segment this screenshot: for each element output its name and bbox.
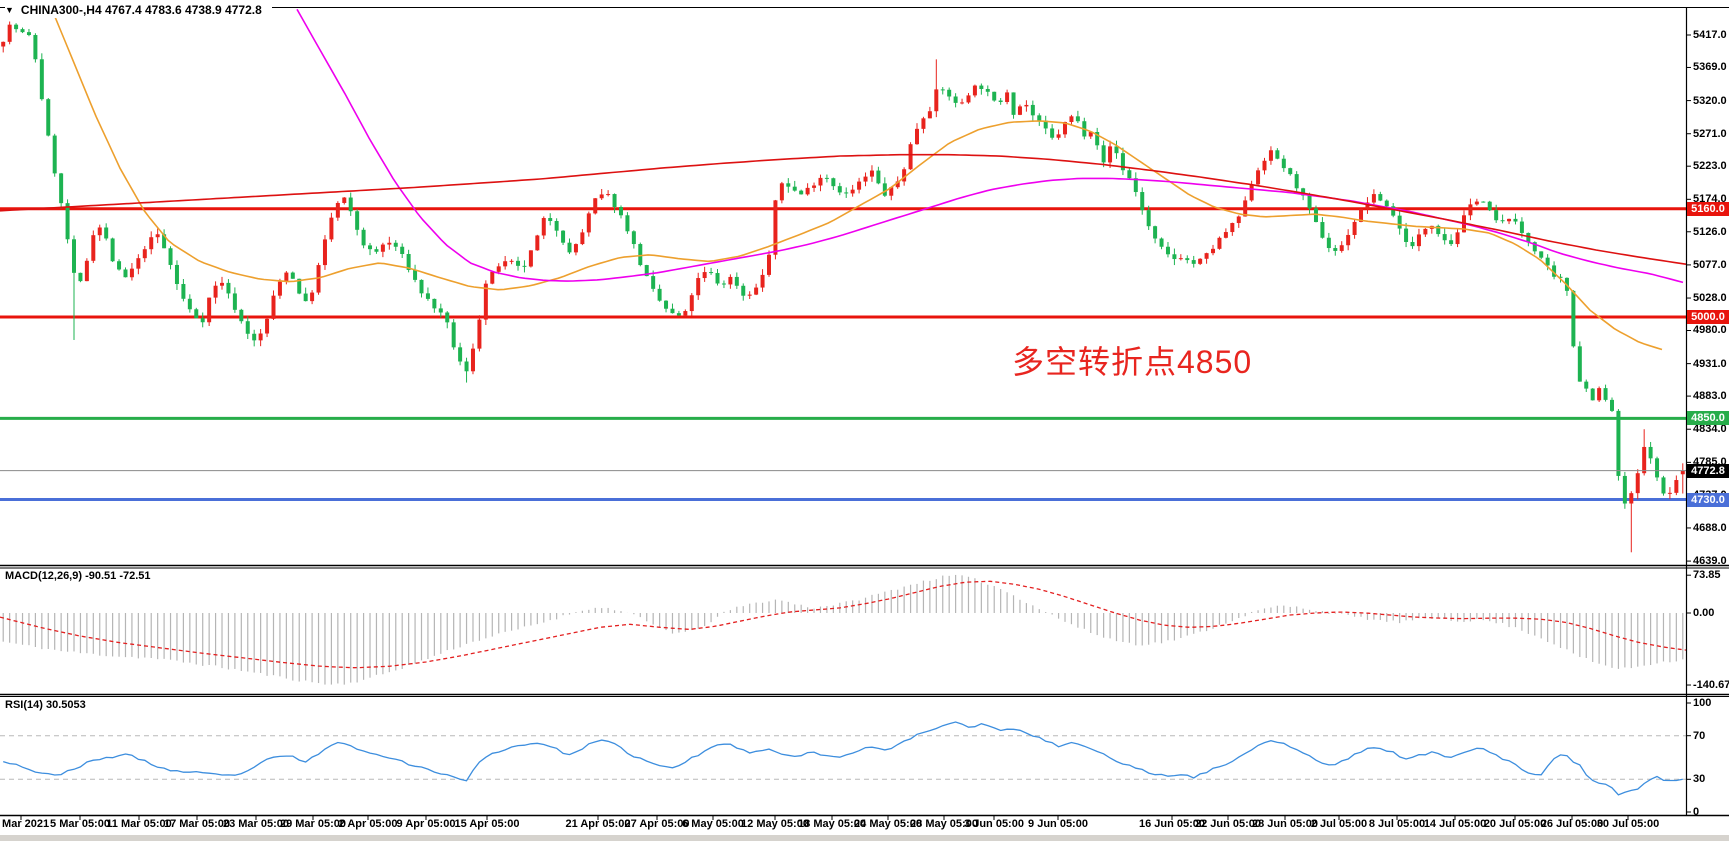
hline-price-label: 4730.0 — [1687, 492, 1729, 507]
time-axis-label: 2 Apr 05:00 — [338, 818, 398, 830]
time-axis-label: 24 May 05:00 — [854, 818, 922, 830]
time-axis-label: 15 Apr 05:00 — [454, 818, 520, 830]
price-axis-tick: 4834.0 — [1693, 423, 1727, 436]
rsi-indicator-label: RSI(14) 30.5053 — [5, 699, 86, 711]
price-axis-tick: 4980.0 — [1693, 324, 1727, 337]
price-axis-tick: 5126.0 — [1693, 225, 1727, 238]
macd-axis-tick: -140.67 — [1693, 679, 1729, 692]
price-axis-tick: 4688.0 — [1693, 521, 1727, 534]
macd-indicator-label: MACD(12,26,9) -90.51 -72.51 — [5, 570, 151, 582]
price-axis-tick: 5223.0 — [1693, 160, 1727, 173]
price-axis-tick: 5320.0 — [1693, 94, 1727, 107]
time-axis-label: 29 Mar 05:00 — [279, 818, 347, 830]
time-axis-label: 28 May 05:00 — [910, 818, 978, 830]
time-axis-label: 23 Mar 05:00 — [222, 818, 290, 830]
current-price-label: 4772.8 — [1687, 463, 1729, 478]
rsi-panel-layer — [0, 721, 1686, 796]
ma-fast-orange — [50, 8, 1663, 351]
time-axis-label: 28 Jun 05:00 — [1251, 818, 1319, 830]
chart-title: ▼ CHINA300-,H4 4767.4 4783.6 4738.9 4772… — [5, 3, 272, 18]
main-chart-layer — [0, 8, 1686, 553]
time-axis-label: 2 Jul 05:00 — [1310, 818, 1368, 830]
annotation-text: 多空转折点4850 — [1012, 344, 1253, 380]
price-axis-tick: 4639.0 — [1693, 555, 1727, 568]
time-axis-label: 30 Jul 05:00 — [1596, 818, 1660, 830]
rsi-axis-tick: 70 — [1693, 729, 1706, 742]
macd-axis-tick: 73.85 — [1693, 569, 1721, 582]
time-axis-label: 26 Jul 05:00 — [1540, 818, 1604, 830]
hline-price-label: 5000.0 — [1687, 309, 1729, 324]
rsi-axis-tick: 30 — [1693, 773, 1706, 786]
price-axis-tick: 4931.0 — [1693, 357, 1727, 370]
rsi-axis-tick: 0 — [1693, 806, 1700, 818]
rsi-line — [3, 721, 1683, 796]
price-axis-tick: 5028.0 — [1693, 292, 1727, 305]
time-axis-label: 1 Mar 2021 — [0, 818, 50, 830]
time-axis-label: 3 Jun 05:00 — [964, 818, 1024, 830]
time-axis-label: 5 Mar 05:00 — [50, 818, 110, 830]
time-axis-label: 14 Jul 05:00 — [1423, 818, 1487, 830]
price-axis-tick: 4883.0 — [1693, 390, 1727, 403]
time-axis-label: 8 Jul 05:00 — [1368, 818, 1426, 830]
time-axis-label: 17 Mar 05:00 — [163, 818, 231, 830]
time-axis-label: 9 Apr 05:00 — [396, 818, 456, 830]
price-axis-tick: 5077.0 — [1693, 258, 1727, 271]
candlestick-layer — [1, 21, 1685, 553]
ma-slow-red — [0, 153, 1686, 265]
price-axis-tick: 5369.0 — [1693, 61, 1727, 74]
ma-lines-layer — [0, 8, 1686, 351]
time-axis-label: 21 Apr 05:00 — [565, 818, 631, 830]
rsi-axis-tick: 100 — [1693, 697, 1712, 709]
window-bottom-strip — [0, 835, 1729, 841]
symbol-ohlc-text: CHINA300-,H4 4767.4 4783.6 4738.9 4772.8 — [20, 3, 262, 17]
time-axis-label: 11 Mar 05:00 — [106, 818, 172, 830]
time-axis-label: 27 Apr 05:00 — [624, 818, 690, 830]
macd-panel-layer — [0, 574, 1686, 685]
price-axis-tick: 5417.0 — [1693, 29, 1727, 41]
panel-borders — [0, 7, 1729, 820]
macd-signal-line — [0, 580, 1686, 669]
time-axis-label: 9 Jun 05:00 — [1028, 818, 1088, 830]
hline-price-label: 5160.0 — [1687, 201, 1729, 216]
time-axis-label: 6 May 05:00 — [682, 818, 744, 830]
price-axis-tick: 5271.0 — [1693, 127, 1727, 140]
hline-price-label: 4850.0 — [1687, 411, 1729, 426]
time-axis-label: 12 May 05:00 — [741, 818, 809, 830]
time-axis-label: 16 Jun 05:00 — [1138, 818, 1206, 830]
macd-axis-tick: 0.00 — [1693, 607, 1715, 619]
time-axis-label: 20 Jul 05:00 — [1483, 818, 1547, 830]
time-axis-label: 18 May 05:00 — [798, 818, 866, 830]
ma-medium-magenta — [296, 8, 1684, 284]
time-axis-label: 22 Jun 05:00 — [1194, 818, 1262, 830]
symbol-dropdown-icon[interactable]: ▼ — [5, 5, 14, 15]
